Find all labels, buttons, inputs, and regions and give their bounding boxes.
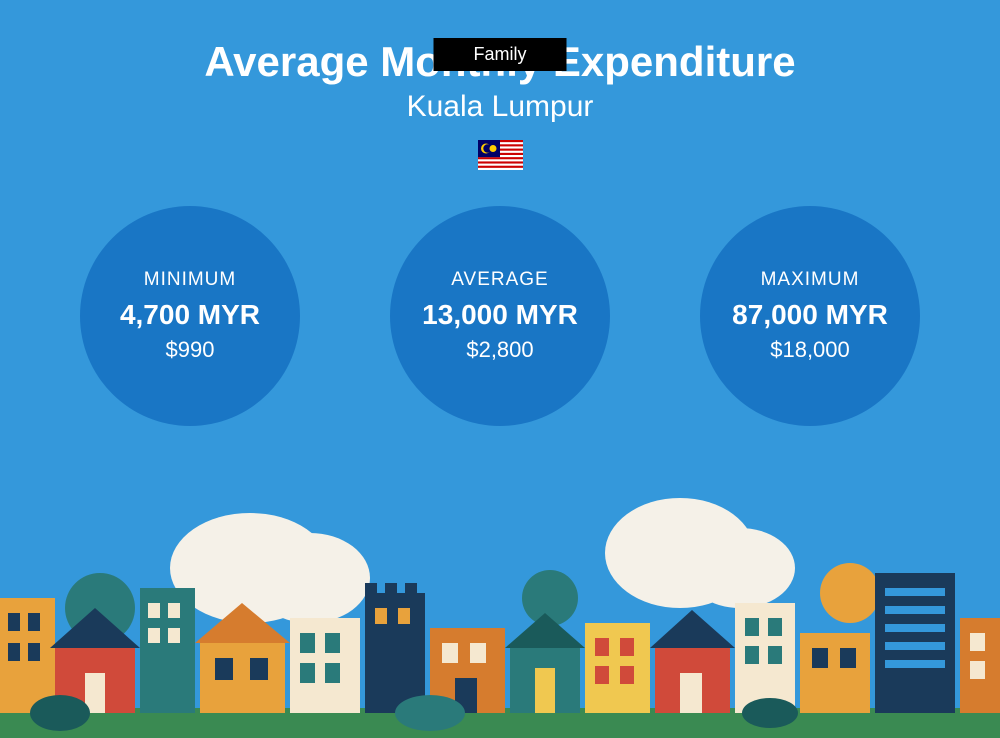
country-flag-icon [478,140,523,170]
stat-circle-maximum: MAXIMUM 87,000 MYR $18,000 [700,206,920,426]
stat-circle-average: AVERAGE 13,000 MYR $2,800 [390,206,610,426]
stat-value-local: 4,700 MYR [120,299,260,331]
city-subtitle: Kuala Lumpur [0,90,1000,124]
cityscape-illustration [0,498,1000,738]
stat-label: AVERAGE [451,269,548,291]
stat-label: MAXIMUM [761,269,860,291]
category-tab: Family [434,38,567,71]
stat-circle-minimum: MINIMUM 4,700 MYR $990 [80,206,300,426]
stat-label: MINIMUM [144,269,236,291]
stat-value-local: 13,000 MYR [422,299,578,331]
stat-value-usd: $990 [166,337,215,363]
stat-value-usd: $18,000 [770,337,850,363]
stats-container: MINIMUM 4,700 MYR $990 AVERAGE 13,000 MY… [0,206,1000,426]
stat-value-local: 87,000 MYR [732,299,888,331]
stat-value-usd: $2,800 [466,337,533,363]
